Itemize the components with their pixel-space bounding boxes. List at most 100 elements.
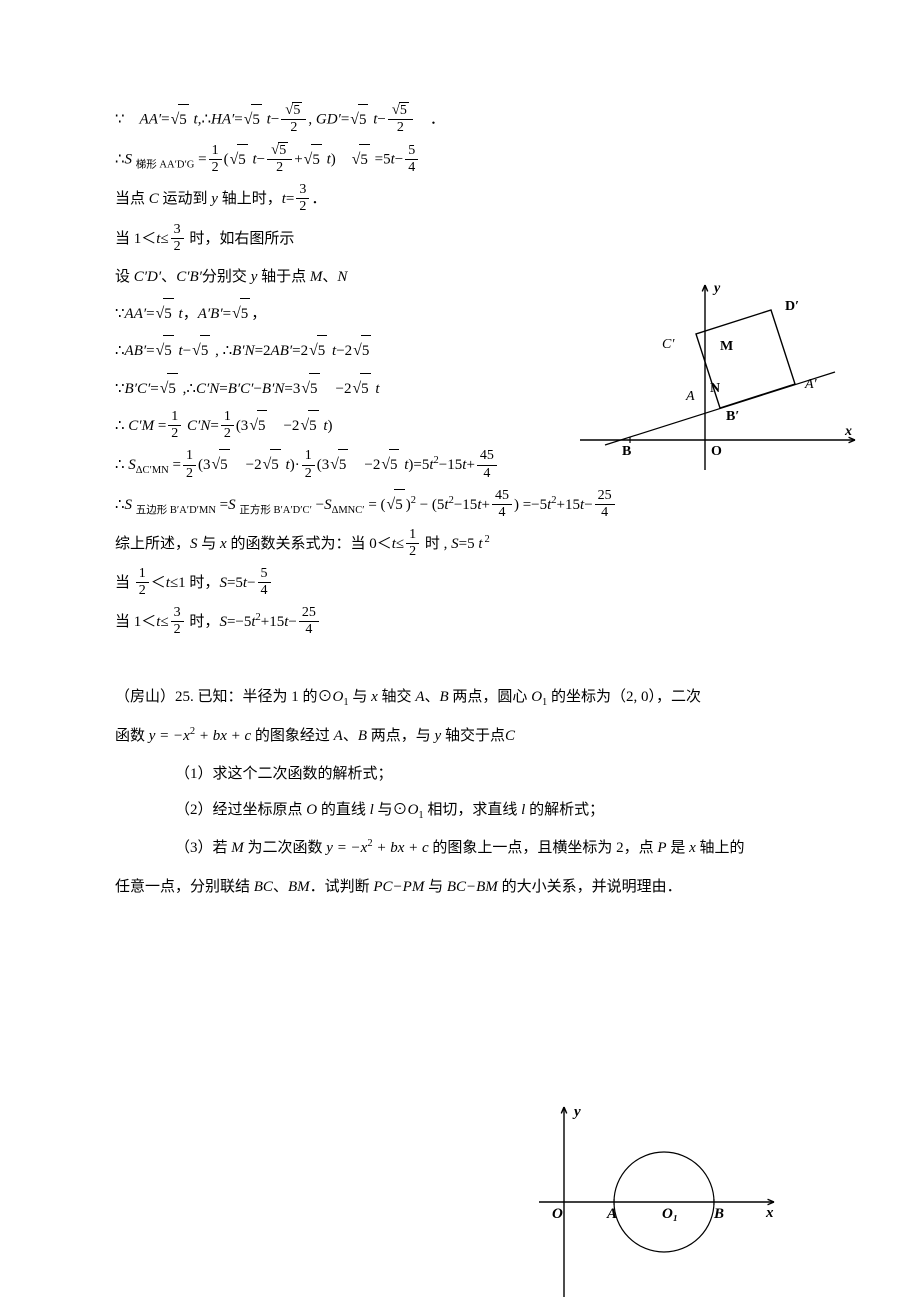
solution-line-14: 当 1＜t≤32 时，S=−5t2+15t−254 (115, 603, 805, 642)
text: 轴上的 (696, 840, 745, 856)
sqrt5: 5 (263, 449, 281, 481)
var-S: S (219, 575, 227, 591)
var-O: O (306, 802, 317, 818)
text: ∴ (115, 418, 125, 434)
text: −2 (321, 381, 352, 397)
var-O1: O (333, 689, 344, 705)
frac-half: 12 (183, 448, 196, 481)
figure-bottom-svg: yxOAO₁B (534, 1102, 780, 1302)
text: ．试判断 (310, 879, 374, 895)
text: ， (251, 306, 266, 322)
solution-line-4: 当 1＜t≤32 时，如右图所示 (115, 220, 805, 259)
text: (3 (198, 457, 211, 473)
eq: = (146, 343, 154, 359)
text: −2 (349, 457, 380, 473)
sqrt5: 5 (352, 144, 370, 176)
quad: y = −x2 + bx + c (326, 840, 428, 856)
text: 、 (424, 689, 439, 705)
text: 当点 (115, 191, 149, 207)
problem-25-q1: （1）求这个二次函数的解析式； (115, 756, 805, 792)
sqrt5: 5 (244, 104, 262, 136)
text: 、 (343, 728, 358, 744)
minus: − (183, 343, 191, 359)
text: ≤1 时， (170, 575, 219, 591)
var-BN: B′N (262, 381, 284, 397)
text: ≤ (160, 614, 168, 630)
text: ,∴ (198, 112, 211, 128)
sqrt5: 5 (301, 373, 319, 405)
text: 、 (273, 879, 288, 895)
text: ∵ (115, 381, 125, 397)
svg-text:A′: A′ (804, 377, 818, 392)
eq: = (223, 306, 231, 322)
text: 与 (198, 536, 221, 552)
figure-circle-axes: yxOAO₁B (534, 1102, 780, 1302)
problem-25-q3b: 任意一点，分别联结 BC、BM．试判断 PC−PM 与 BC−BM 的大小关系，… (115, 868, 805, 907)
var-BN: B′N (232, 343, 254, 359)
text: (3 (236, 418, 249, 434)
text: ∴ (115, 497, 125, 513)
text: ) (331, 152, 351, 168)
frac-25-4: 254 (299, 605, 319, 638)
text: 运动到 (159, 191, 212, 207)
sqrt5: 5 (212, 449, 230, 481)
svg-text:O₁: O₁ (662, 1206, 678, 1222)
minus: − (395, 152, 403, 168)
svg-text:A: A (606, 1206, 617, 1222)
text: 的解析式； (525, 802, 604, 818)
text: ∵ (115, 306, 125, 322)
problem-25-q2: （2）经过坐标原点 O 的直线 l 与⊙O1 相切，求直线 l 的解析式； (115, 792, 805, 829)
frac-sqrt5-2: 52 (388, 102, 413, 136)
trap-sub: 梯形 AA′D′G (136, 160, 195, 171)
text: ≤ (396, 536, 404, 552)
text: + (466, 457, 474, 473)
frac-half: 12 (168, 409, 181, 442)
text: −15 (439, 457, 462, 473)
figure-coordinate-square: yxOBAB′A′NMC′D′ (580, 280, 860, 480)
var-BM: BM (288, 879, 310, 895)
text: −2 (231, 457, 262, 473)
text: 时 , (421, 536, 451, 552)
eq: = (234, 112, 242, 128)
var-P: P (657, 840, 666, 856)
text: 任意一点，分别联结 (115, 879, 254, 895)
solution-line-11: ∴S 五边形 B′A′D′MN =S 正方形 B′A′D′C′ −SΔMNC′ … (115, 486, 805, 525)
svg-text:N: N (710, 381, 720, 396)
svg-text:A: A (685, 389, 695, 404)
sqrt5: 5 (156, 298, 174, 330)
var-O1b: O (531, 689, 542, 705)
text: − (288, 614, 296, 630)
var-HA: HA′ (211, 112, 234, 128)
text: − (584, 497, 592, 513)
text: =2 (292, 343, 308, 359)
svg-text:y: y (712, 281, 721, 296)
text: 时，如右图所示 (186, 231, 295, 247)
var-S: S (219, 614, 227, 630)
text: 两点，与 (367, 728, 435, 744)
frac-sqrt5-2: 52 (281, 102, 306, 136)
minus: − (420, 497, 428, 513)
sqrt5: 5 (330, 449, 348, 481)
text: −2 (268, 418, 299, 434)
text: （3）若 (175, 840, 231, 856)
problem-25-line-2: 函数 y = −x2 + bx + c 的图象经过 A、B 两点，与 y 轴交于… (115, 717, 805, 756)
solution-line-12: 综上所述，S 与 x 的函数关系式为：当 0＜t≤12 时 , S=5 t2 (115, 525, 805, 564)
svg-text:B′: B′ (726, 409, 739, 424)
var-GD: GD′ (316, 112, 341, 128)
sqrt5: 5 (350, 104, 368, 136)
sqrt5: 5 (171, 104, 189, 136)
figure-top-svg: yxOBAB′A′NMC′D′ (580, 280, 860, 480)
sqrt5: 5 (352, 373, 370, 405)
minus: − (377, 112, 385, 128)
eq: = (286, 191, 294, 207)
var-C: C (505, 728, 515, 744)
minus: − (253, 381, 261, 397)
text: 综上所述， (115, 536, 190, 552)
svg-text:O: O (552, 1206, 563, 1222)
var-AB: A′B′ (198, 306, 223, 322)
text: 设 (115, 269, 134, 285)
sqrt5sq: (5) (381, 497, 411, 513)
var-O1: O (408, 802, 419, 818)
text: 的坐标为（2, 0），二次 (547, 689, 701, 705)
text: =3 (284, 381, 300, 397)
